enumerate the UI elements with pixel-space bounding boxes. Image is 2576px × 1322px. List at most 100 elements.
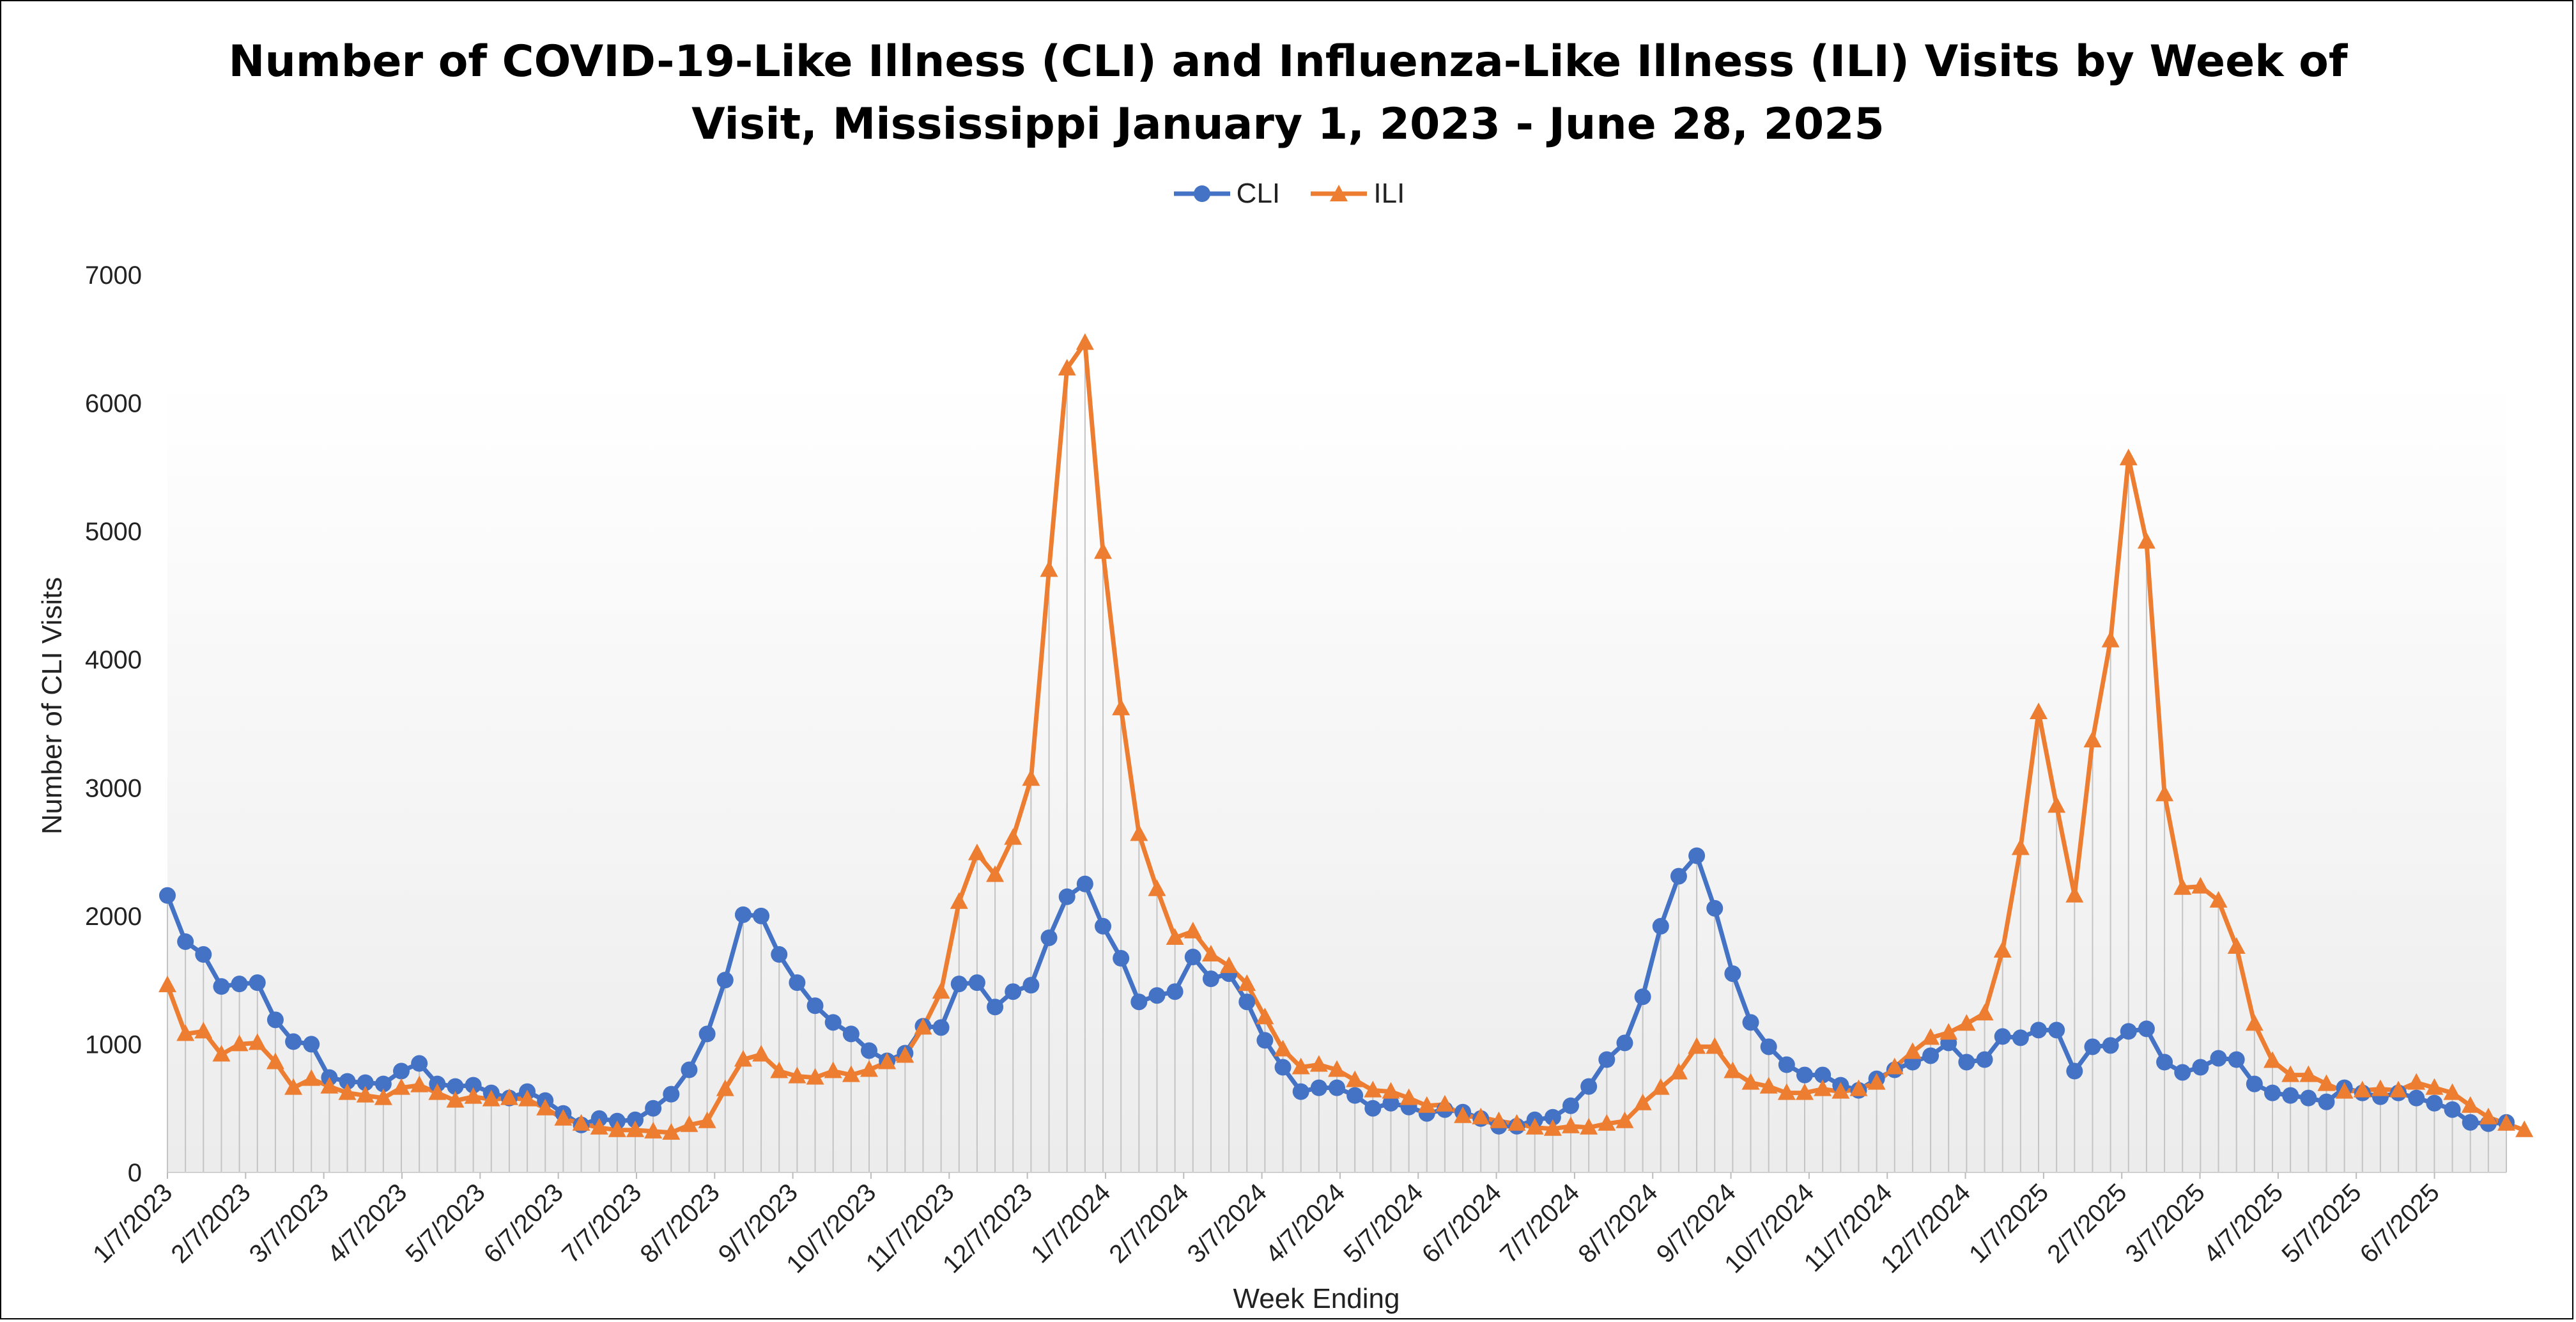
data-point-ili[interactable] [536, 1098, 555, 1116]
data-point-ili[interactable] [1201, 945, 1220, 962]
data-point-ili[interactable] [482, 1089, 500, 1107]
data-point-ili[interactable] [1040, 560, 1058, 577]
data-point-cli[interactable] [1005, 983, 1022, 1000]
data-point-cli[interactable] [1238, 993, 1256, 1011]
data-point-cli[interactable] [1670, 867, 1687, 885]
data-point-ili[interactable] [752, 1045, 771, 1062]
data-point-ili[interactable] [446, 1091, 465, 1108]
data-point-ili[interactable] [1382, 1082, 1400, 1099]
data-point-ili[interactable] [1490, 1111, 1508, 1128]
data-point-cli[interactable] [1976, 1051, 1993, 1068]
data-point-cli[interactable] [1382, 1094, 1400, 1112]
data-point-cli[interactable] [1742, 1014, 1759, 1031]
data-point-ili[interactable] [2048, 796, 2066, 813]
data-point-ili[interactable] [1166, 928, 1184, 945]
data-point-ili[interactable] [320, 1077, 339, 1094]
data-point-cli[interactable] [2282, 1087, 2299, 1104]
data-point-cli[interactable] [968, 974, 985, 992]
data-point-ili[interactable] [2101, 630, 2120, 648]
data-point-ili[interactable] [1975, 1004, 1994, 1021]
data-point-ili[interactable] [1184, 921, 1202, 938]
data-point-cli[interactable] [231, 976, 248, 993]
data-point-ili[interactable] [770, 1061, 789, 1078]
data-point-ili[interactable] [410, 1075, 429, 1093]
data-point-cli[interactable] [1760, 1038, 1777, 1055]
data-point-cli[interactable] [861, 1042, 877, 1059]
data-point-ili[interactable] [1543, 1119, 1562, 1136]
data-point-cli[interactable] [1130, 993, 1148, 1011]
data-point-cli[interactable] [411, 1055, 428, 1072]
data-point-cli[interactable] [2408, 1089, 2425, 1107]
data-point-ili[interactable] [2281, 1065, 2300, 1082]
data-point-cli[interactable] [824, 1014, 842, 1031]
data-point-cli[interactable] [1256, 1032, 1274, 1049]
data-point-ili[interactable] [248, 1033, 266, 1050]
data-point-ili[interactable] [554, 1108, 573, 1126]
data-point-cli[interactable] [1706, 899, 1724, 917]
data-point-cli[interactable] [1814, 1066, 1832, 1084]
data-point-ili[interactable] [2173, 878, 2192, 895]
data-point-ili[interactable] [464, 1087, 482, 1104]
data-point-ili[interactable] [824, 1061, 842, 1078]
data-point-cli[interactable] [2444, 1101, 2461, 1118]
data-point-ili[interactable] [2407, 1073, 2426, 1090]
data-point-cli[interactable] [2264, 1084, 2281, 1101]
data-point-ili[interactable] [1364, 1080, 1382, 1098]
data-point-ili[interactable] [626, 1120, 644, 1137]
data-point-ili[interactable] [1922, 1028, 1940, 1045]
data-point-cli[interactable] [2210, 1050, 2227, 1067]
data-point-cli[interactable] [2048, 1022, 2065, 1039]
data-point-ili[interactable] [734, 1050, 752, 1067]
data-point-ili[interactable] [1796, 1083, 1814, 1100]
data-point-ili[interactable] [176, 1024, 195, 1041]
data-point-ili[interactable] [662, 1123, 681, 1140]
data-point-ili[interactable] [1669, 1062, 1688, 1080]
data-point-ili[interactable] [500, 1088, 518, 1105]
data-point-ili[interactable] [644, 1121, 663, 1139]
data-point-cli[interactable] [645, 1100, 662, 1117]
data-point-cli[interactable] [2084, 1038, 2101, 1055]
data-point-cli[interactable] [213, 978, 230, 995]
data-point-cli[interactable] [465, 1077, 482, 1094]
data-point-cli[interactable] [734, 906, 752, 923]
data-point-cli[interactable] [716, 972, 734, 989]
data-point-cli[interactable] [303, 1036, 320, 1053]
data-point-ili[interactable] [356, 1085, 374, 1103]
data-point-cli[interactable] [663, 1085, 680, 1103]
data-point-ili[interactable] [1741, 1073, 1760, 1090]
data-point-cli[interactable] [1166, 983, 1184, 1000]
data-point-cli[interactable] [1562, 1097, 1579, 1114]
data-point-ili[interactable] [914, 1018, 932, 1035]
data-point-ili[interactable] [2083, 731, 2102, 748]
data-point-ili[interactable] [212, 1045, 231, 1062]
data-point-ili[interactable] [1651, 1078, 1670, 1095]
data-point-cli[interactable] [249, 974, 266, 992]
data-point-ili[interactable] [1598, 1114, 1616, 1131]
data-point-ili[interactable] [1022, 769, 1040, 786]
data-point-ili[interactable] [2245, 1014, 2264, 1031]
data-point-ili[interactable] [1256, 1007, 1274, 1025]
data-point-cli[interactable] [698, 1025, 716, 1043]
data-point-ili[interactable] [2299, 1065, 2318, 1082]
data-point-ili[interactable] [338, 1083, 357, 1100]
data-point-ili[interactable] [1454, 1106, 1472, 1123]
data-point-ili[interactable] [1417, 1096, 1436, 1113]
data-point-ili[interactable] [1759, 1077, 1778, 1094]
data-point-cli[interactable] [2246, 1075, 2263, 1093]
data-point-cli[interactable] [2066, 1062, 2083, 1080]
data-point-cli[interactable] [1113, 950, 1130, 967]
data-point-ili[interactable] [518, 1089, 537, 1107]
data-point-ili[interactable] [1346, 1070, 1364, 1087]
data-point-ili[interactable] [950, 892, 968, 909]
data-point-cli[interactable] [374, 1075, 392, 1093]
data-point-ili[interactable] [1616, 1111, 1634, 1128]
data-point-ili[interactable] [806, 1068, 824, 1085]
data-point-ili[interactable] [2479, 1107, 2497, 1124]
data-point-ili[interactable] [2209, 890, 2228, 908]
data-point-ili[interactable] [2497, 1114, 2515, 1131]
data-point-cli[interactable] [1202, 970, 1219, 988]
data-point-cli[interactable] [195, 946, 212, 963]
data-point-cli[interactable] [1274, 1059, 1292, 1076]
data-point-ili[interactable] [788, 1066, 806, 1084]
data-point-cli[interactable] [842, 1025, 860, 1043]
